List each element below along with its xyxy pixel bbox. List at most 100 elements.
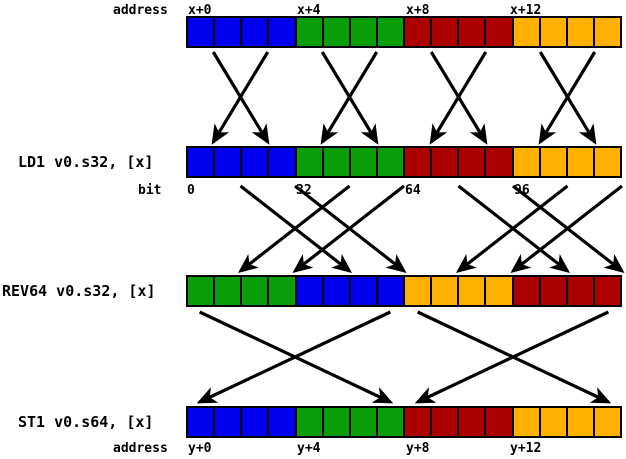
byte-cell bbox=[269, 148, 297, 176]
mapping-arrow bbox=[538, 51, 597, 145]
byte-cell bbox=[350, 148, 378, 176]
top-tick-x12: x+12 bbox=[510, 3, 542, 18]
bottom-address-word: address bbox=[113, 441, 168, 456]
byte-cell bbox=[432, 18, 460, 46]
mapping-arrow bbox=[292, 184, 405, 273]
byte-cell bbox=[323, 148, 351, 176]
byte-cell bbox=[405, 408, 433, 436]
row-label-rev64: REV64 v0.s32, [x] bbox=[2, 282, 156, 300]
byte-cell bbox=[377, 18, 405, 46]
bottom-tick-y4: y+4 bbox=[297, 441, 321, 456]
byte-cell bbox=[540, 277, 568, 305]
bottom-tick-y8: y+8 bbox=[406, 441, 430, 456]
top-address-word: address bbox=[113, 3, 168, 18]
byte-cell bbox=[486, 277, 514, 305]
top-tick-x4: x+4 bbox=[297, 3, 321, 18]
byte-cell bbox=[377, 408, 405, 436]
byte-cell bbox=[242, 18, 270, 46]
byte-cell bbox=[215, 148, 243, 176]
byte-cell bbox=[377, 277, 405, 305]
arrows-ld1-to-rev64 bbox=[237, 184, 625, 273]
byte-cell bbox=[188, 408, 216, 436]
byte-cell bbox=[459, 277, 487, 305]
byte-cell bbox=[540, 18, 568, 46]
byte-cell bbox=[513, 148, 541, 176]
byte-cell bbox=[540, 408, 568, 436]
byte-cell bbox=[296, 148, 324, 176]
memory-input-bar bbox=[186, 16, 622, 48]
byte-cell bbox=[350, 18, 378, 46]
byte-cell bbox=[350, 277, 378, 305]
byte-cell bbox=[594, 277, 620, 305]
top-tick-x0: x+0 bbox=[188, 3, 212, 18]
byte-cell bbox=[432, 148, 460, 176]
mapping-arrow bbox=[510, 184, 623, 273]
mapping-arrow bbox=[198, 310, 394, 404]
byte-cell bbox=[405, 18, 433, 46]
mapping-arrow bbox=[196, 310, 392, 404]
byte-cell bbox=[323, 18, 351, 46]
bit-tick-96: 96 bbox=[514, 183, 530, 198]
top-tick-x8: x+8 bbox=[406, 3, 430, 18]
mapping-arrow bbox=[239, 184, 353, 273]
mapping-arrow bbox=[457, 184, 571, 273]
byte-cell bbox=[513, 18, 541, 46]
byte-cell bbox=[377, 148, 405, 176]
byte-cell bbox=[567, 148, 595, 176]
byte-cell bbox=[594, 18, 620, 46]
byte-cell bbox=[269, 277, 297, 305]
byte-cell bbox=[594, 408, 620, 436]
byte-cell bbox=[486, 148, 514, 176]
bit-tick-32: 32 bbox=[296, 183, 312, 198]
byte-cell bbox=[269, 408, 297, 436]
mapping-arrow bbox=[538, 51, 597, 145]
mapping-arrow bbox=[211, 51, 270, 145]
byte-cell bbox=[242, 408, 270, 436]
byte-cell bbox=[567, 277, 595, 305]
byte-cell bbox=[269, 18, 297, 46]
byte-cell bbox=[215, 18, 243, 46]
mapping-arrow bbox=[294, 184, 407, 273]
byte-cell bbox=[513, 408, 541, 436]
byte-cell bbox=[513, 277, 541, 305]
byte-cell bbox=[215, 408, 243, 436]
byte-cell bbox=[432, 408, 460, 436]
mapping-arrow bbox=[414, 310, 610, 404]
mapping-arrow bbox=[320, 51, 379, 145]
mapping-arrow bbox=[455, 184, 569, 273]
mapping-arrow bbox=[512, 184, 625, 273]
bit-tick-0: 0 bbox=[187, 183, 195, 198]
bottom-tick-y12: y+12 bbox=[510, 441, 542, 456]
arrows-memory-to-ld1 bbox=[211, 51, 597, 145]
byte-cell bbox=[405, 148, 433, 176]
bit-tick-64: 64 bbox=[405, 183, 421, 198]
byte-cell bbox=[323, 408, 351, 436]
row-label-ld1: LD1 v0.s32, [x] bbox=[18, 153, 154, 171]
mapping-arrow bbox=[416, 310, 612, 404]
byte-cell bbox=[188, 277, 216, 305]
byte-cell bbox=[296, 408, 324, 436]
byte-cell bbox=[323, 277, 351, 305]
mapping-arrow bbox=[429, 51, 488, 145]
byte-cell bbox=[459, 148, 487, 176]
byte-cell bbox=[459, 408, 487, 436]
byte-cell bbox=[188, 148, 216, 176]
byte-cell bbox=[567, 408, 595, 436]
arrows-rev64-to-st1 bbox=[196, 310, 612, 404]
mapping-arrow bbox=[237, 184, 351, 273]
byte-cell bbox=[242, 148, 270, 176]
ld1-register-bar bbox=[186, 146, 622, 178]
row-label-st1: ST1 v0.s64, [x] bbox=[18, 413, 154, 431]
st1-memory-bar bbox=[186, 406, 622, 438]
byte-cell bbox=[215, 277, 243, 305]
byte-cell bbox=[459, 18, 487, 46]
byte-cell bbox=[567, 18, 595, 46]
byte-cell bbox=[594, 148, 620, 176]
byte-cell bbox=[405, 277, 433, 305]
byte-cell bbox=[296, 18, 324, 46]
mapping-arrow bbox=[211, 51, 270, 145]
bit-word: bit bbox=[138, 183, 162, 198]
mapping-arrow bbox=[429, 51, 488, 145]
